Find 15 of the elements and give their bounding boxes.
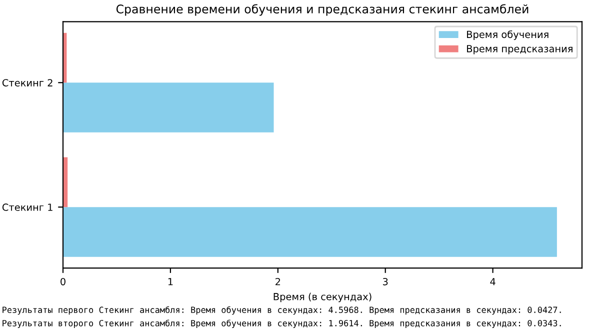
bar — [63, 207, 557, 257]
chart-title: Сравнение времени обучения и предсказания стекинг ансамблей — [116, 4, 528, 16]
x-tick-label: 0 — [60, 278, 66, 286]
x-tick-label: 1 — [168, 278, 173, 286]
text: Результаты первого Стекинг ансамбля: Время обучения в секундах: 4.5968. Время предсказания в секундах: 0.0427. — [2, 306, 561, 315]
x-tick-label: 3 — [383, 278, 388, 286]
y-tick-label: Стекинг 2 — [2, 79, 52, 86]
x-tick-label: 2 — [276, 278, 280, 286]
legend-label: Время предсказания — [467, 45, 572, 54]
text: Результаты второго Стекинг ансамбля: Время обучения в секундах: 1.9614. Время предсказания в секундах: 0.0343. — [2, 320, 561, 328]
x-tick-label: 4 — [490, 278, 496, 286]
x-axis-title: Время (в секундах) — [274, 292, 372, 302]
legend-label: Время обучения — [467, 30, 548, 40]
bar — [63, 82, 274, 132]
y-tick-label: Стекинг 1 — [2, 204, 52, 211]
